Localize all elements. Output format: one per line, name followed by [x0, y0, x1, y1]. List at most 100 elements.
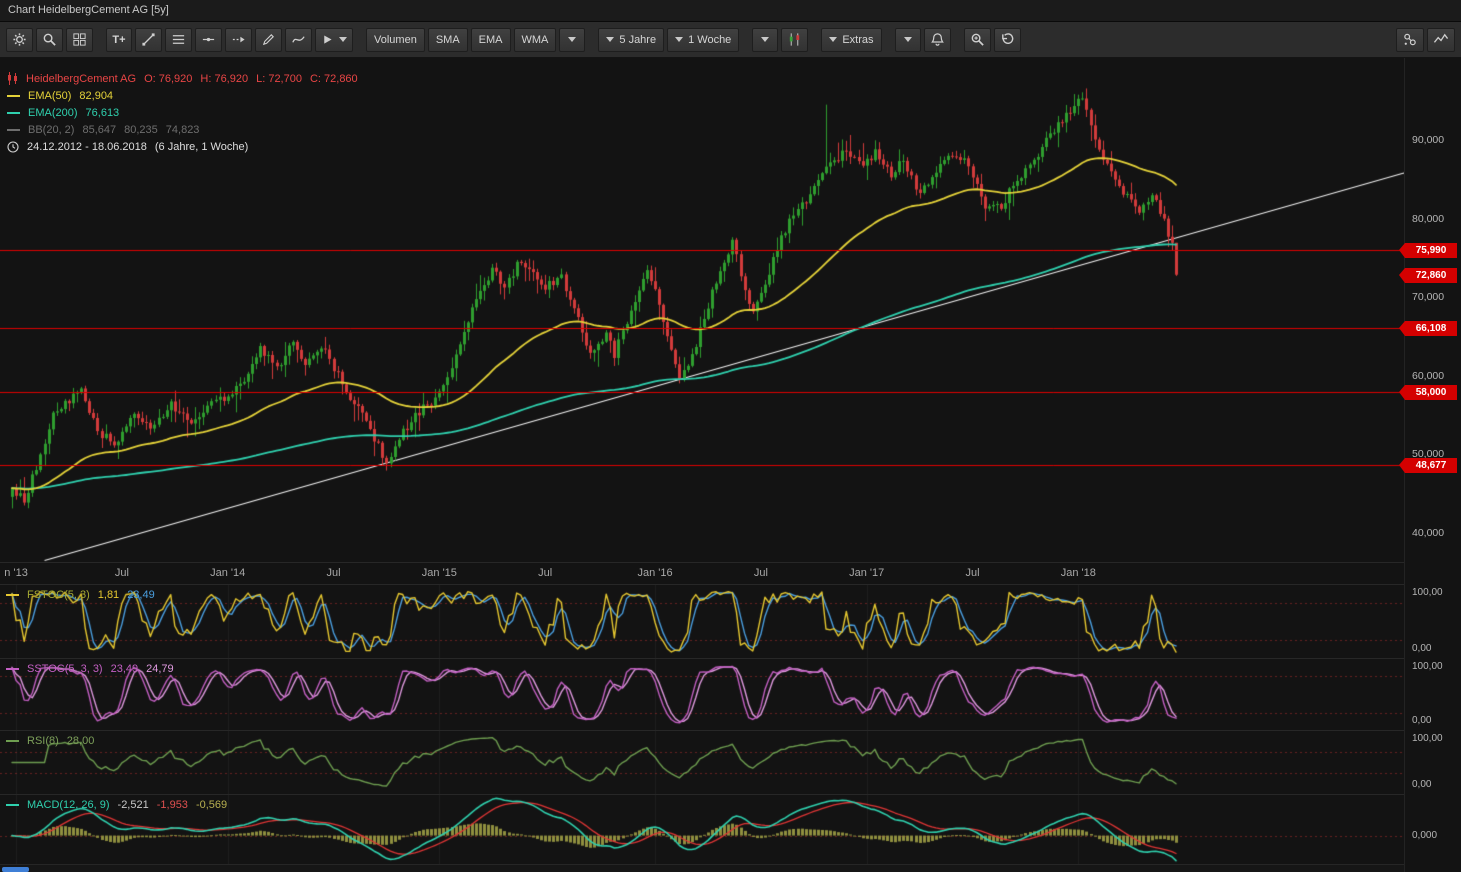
search-button[interactable]	[36, 28, 63, 52]
legend-range-row: 24.12.2012 - 18.06.2018 (6 Jahre, 1 Woch…	[7, 138, 358, 155]
rsi-panel[interactable]	[0, 731, 1404, 794]
fibonacci-tool-button[interactable]	[165, 28, 192, 52]
time-tick-label: Jan '14	[210, 567, 245, 579]
chevron-down-icon	[904, 37, 912, 42]
time-tick-label: Jul	[115, 567, 129, 579]
time-tick-label: Jul	[538, 567, 552, 579]
legend-ema50-row: EMA(50) 82,904	[7, 87, 358, 104]
line-sample-icon	[7, 112, 20, 114]
pencil-icon	[261, 32, 276, 47]
chevron-down-icon	[675, 37, 683, 42]
chart-legend: HeidelbergCement AG O: 76,920 H: 76,920 …	[7, 70, 358, 155]
text-tool-icon: T+	[112, 34, 125, 46]
alert-price-badge[interactable]: 48,677	[1405, 458, 1457, 473]
time-tick-label: Jan '15	[422, 567, 457, 579]
wma-button[interactable]: WMA	[514, 28, 557, 52]
alert-price-badge[interactable]: 66,108	[1405, 321, 1457, 336]
indicator-dropdown-button[interactable]	[559, 28, 585, 52]
sma-button[interactable]: SMA	[428, 28, 468, 52]
chevron-down-icon	[339, 37, 347, 42]
chevron-down-icon	[829, 37, 837, 42]
legend-symbol: HeidelbergCement AG	[26, 73, 136, 85]
alerts-button[interactable]	[924, 28, 951, 52]
candlestick-icon	[787, 32, 802, 47]
pointer-tool-dropdown[interactable]	[315, 28, 353, 52]
horizontal-line-tool-button[interactable]	[195, 28, 222, 52]
price-tick-label: 60,000	[1412, 370, 1444, 382]
trendline-icon	[141, 32, 156, 47]
line-sample-icon	[7, 95, 20, 97]
horizontal-line-icon	[201, 32, 216, 47]
text-tool-button[interactable]: T+	[106, 28, 132, 52]
time-axis: n '13 Jul Jan '14 Jul Jan '15 Jul Jan '16 Jul Ja…	[0, 562, 1404, 584]
line-sample-icon	[7, 129, 20, 131]
time-tick-label: Jan '16	[637, 567, 672, 579]
clock-icon	[7, 141, 19, 153]
chevron-down-icon	[761, 37, 769, 42]
line-sample-icon	[6, 804, 19, 806]
measure-icon	[231, 32, 246, 47]
ema-button[interactable]: EMA	[471, 28, 511, 52]
time-tick-label: Jul	[326, 567, 340, 579]
interval-dropdown[interactable]: 1 Woche	[667, 28, 739, 52]
alert-price-badge[interactable]: 58,000	[1405, 385, 1457, 400]
sstoc-legend: SSTOC(5, 3, 3) 23,49 24,79	[6, 663, 174, 675]
zoom-in-button[interactable]	[964, 28, 991, 52]
bell-icon	[930, 32, 945, 47]
volume-button[interactable]: Volumen	[366, 28, 425, 52]
sstoc-panel[interactable]	[0, 659, 1404, 730]
mini-chart-button[interactable]	[1427, 28, 1455, 52]
extras-dropdown[interactable]: Extras	[821, 28, 881, 52]
time-tick-label: Jul	[754, 567, 768, 579]
measure-tool-button[interactable]	[225, 28, 252, 52]
last-price-badge: 72,860	[1405, 268, 1457, 283]
search-icon	[42, 32, 57, 47]
rsi-scale-top: 100,00	[1412, 733, 1443, 744]
linked-charts-button[interactable]	[1396, 28, 1424, 52]
rsi-scale-bottom: 0,00	[1412, 779, 1431, 790]
fstoc-panel[interactable]	[0, 585, 1404, 658]
settings-button[interactable]	[6, 28, 33, 52]
alerts-dropdown[interactable]	[895, 28, 921, 52]
price-tick-label: 70,000	[1412, 291, 1444, 303]
fstoc-legend: FSTOC(5, 3) 1,81 23,49	[6, 589, 155, 601]
legend-low: L: 72,700	[256, 73, 302, 85]
time-tick-label: Jan '17	[849, 567, 884, 579]
curve-tool-button[interactable]	[285, 28, 312, 52]
sstoc-scale-bottom: 0,00	[1412, 715, 1431, 726]
layout-grid-icon	[72, 32, 87, 47]
candlestick-icon	[7, 72, 18, 85]
window-title: Chart HeidelbergCement AG [5y]	[8, 4, 169, 16]
chevron-down-icon	[606, 37, 614, 42]
alert-price-badge[interactable]: 75,990	[1405, 243, 1457, 258]
fstoc-scale-bottom: 0,00	[1412, 643, 1431, 654]
rsi-legend: RSI(8) 28,00	[6, 735, 94, 747]
fstoc-scale-top: 100,00	[1412, 587, 1443, 598]
gear-icon	[12, 32, 27, 47]
chart-type-dropdown[interactable]	[752, 28, 778, 52]
price-tick-label: 80,000	[1412, 213, 1444, 225]
chevron-down-icon	[568, 37, 576, 42]
timeline-scrollbar[interactable]	[2, 867, 29, 872]
chart-type-button[interactable]	[781, 28, 808, 52]
macd-scale-zero: 0,000	[1412, 830, 1437, 841]
trendline-tool-button[interactable]	[135, 28, 162, 52]
legend-bb-row: BB(20, 2) 85,647 80,235 74,823	[7, 121, 358, 138]
fibonacci-icon	[171, 32, 186, 47]
undo-icon	[1000, 32, 1015, 47]
time-tick-label: Jan '18	[1061, 567, 1096, 579]
period-dropdown[interactable]: 5 Jahre	[598, 28, 664, 52]
window-titlebar: Chart HeidelbergCement AG [5y]	[0, 0, 1461, 22]
freehand-tool-button[interactable]	[255, 28, 282, 52]
sstoc-scale-top: 100,00	[1412, 661, 1443, 672]
line-sample-icon	[6, 668, 19, 670]
layout-grid-button[interactable]	[66, 28, 93, 52]
chart-application: Chart HeidelbergCement AG [5y] T+ Volume…	[0, 0, 1461, 872]
macd-legend: MACD(12, 26, 9) -2,521 -1,953 -0,569	[6, 799, 227, 811]
time-tick-label: n '13	[4, 567, 28, 579]
price-tick-label: 90,000	[1412, 134, 1444, 146]
toolbar: T+ Volumen SMA EMA WMA 5 Jahre 1 Woche E…	[0, 22, 1461, 58]
legend-open: O: 76,920	[144, 73, 192, 85]
price-axis: 100,00 0,00 100,00 0,00 100,00 0,00 0,00…	[1404, 58, 1461, 872]
undo-button[interactable]	[994, 28, 1021, 52]
